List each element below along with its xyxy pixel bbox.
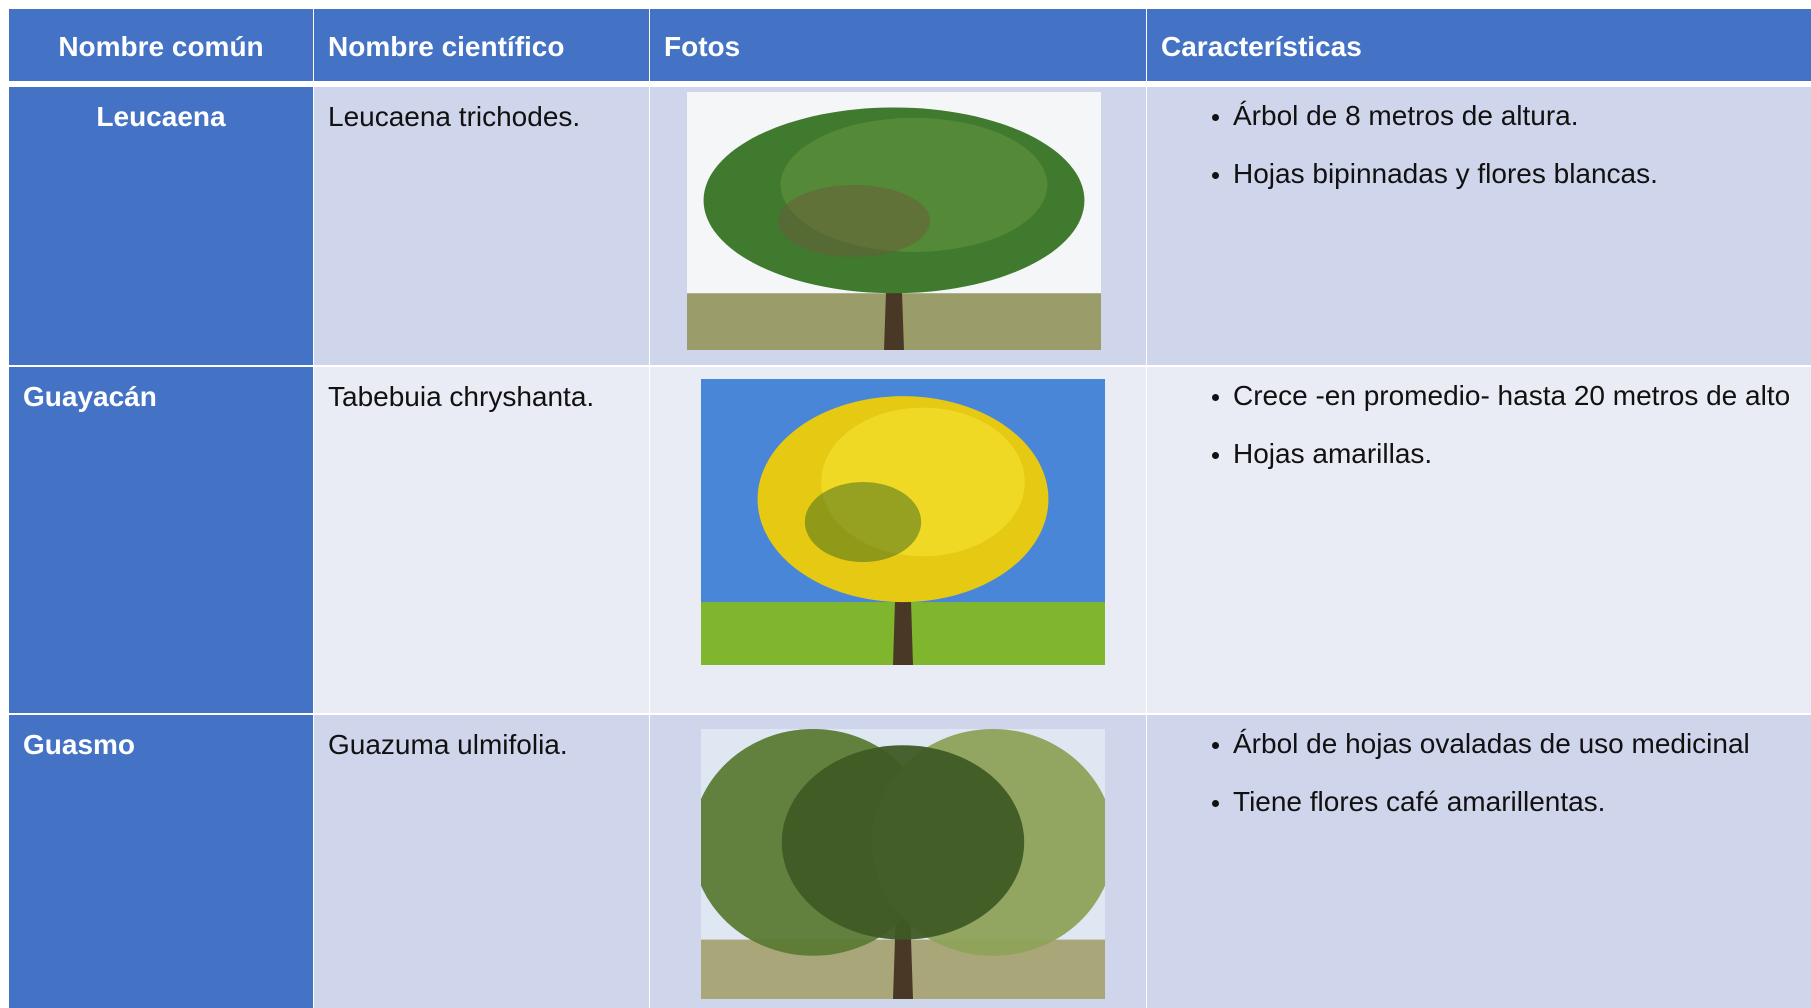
features-cell: Árbol de hojas ovaladas de uso medicinal… (1147, 715, 1811, 1008)
features-list: Crece -en promedio- hasta 20 metros de a… (1147, 367, 1811, 483)
photo-cell (650, 87, 1146, 365)
tree-photo (687, 92, 1101, 350)
feature: Crece -en promedio- hasta 20 metros de a… (1233, 367, 1801, 425)
features-cell: Árbol de 8 metros de altura.Hojas bipinn… (1147, 87, 1811, 365)
photo-cell (650, 715, 1146, 1008)
photo-cell (650, 367, 1146, 713)
features-cell: Crece -en promedio- hasta 20 metros de a… (1147, 367, 1811, 713)
tree-photo (701, 379, 1105, 665)
feature: Hojas amarillas. (1233, 425, 1801, 483)
feature: Hojas bipinnadas y flores blancas. (1233, 145, 1801, 203)
header-cell: Nombre común (9, 9, 313, 81)
features-list: Árbol de hojas ovaladas de uso medicinal… (1147, 715, 1811, 831)
scientific-name: Tabebuia chryshanta. (314, 367, 649, 713)
header-cell: Fotos (650, 9, 1146, 81)
feature: Árbol de hojas ovaladas de uso medicinal (1233, 715, 1801, 773)
features-list: Árbol de 8 metros de altura.Hojas bipinn… (1147, 87, 1811, 203)
header-cell: Nombre científico (314, 9, 649, 81)
feature: Árbol de 8 metros de altura. (1233, 87, 1801, 145)
header-cell: Características (1147, 9, 1811, 81)
common-name: Guayacán (9, 367, 313, 713)
common-name: Leucaena (9, 87, 313, 365)
scientific-name: Guazuma ulmifolia. (314, 715, 649, 1008)
common-name: Guasmo (9, 715, 313, 1008)
feature: Tiene flores café amarillentas. (1233, 773, 1801, 831)
scientific-name: Leucaena trichodes. (314, 87, 649, 365)
tree-photo (701, 729, 1105, 999)
